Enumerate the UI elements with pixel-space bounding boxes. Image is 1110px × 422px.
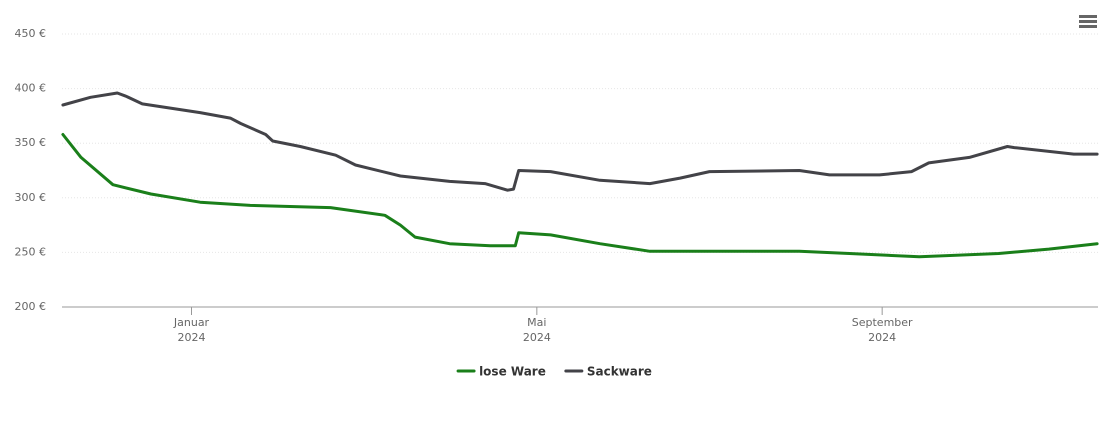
menu-bar xyxy=(1079,25,1097,28)
menu-bar xyxy=(1079,20,1097,23)
menu-button[interactable] xyxy=(1079,15,1097,28)
legend-label: lose Ware xyxy=(479,365,546,379)
legend: lose Ware Sackware xyxy=(456,365,652,379)
legend-item[interactable]: Sackware xyxy=(564,365,652,379)
legend-item[interactable]: lose Ware xyxy=(456,365,546,379)
series-line xyxy=(61,91,1099,192)
y-tick-label: 200 € xyxy=(15,300,47,313)
menu-bar xyxy=(1079,15,1097,18)
x-tick-label: 2024 xyxy=(178,331,206,344)
y-tick-label: 450 € xyxy=(15,27,47,40)
legend-label: Sackware xyxy=(587,365,652,379)
y-tick-label: 300 € xyxy=(15,191,47,204)
x-tick-label: September xyxy=(852,316,913,329)
x-tick-label: 2024 xyxy=(523,331,551,344)
y-tick-label: 350 € xyxy=(15,136,47,149)
x-tick-label: Januar xyxy=(173,316,210,329)
series-line xyxy=(61,133,1099,259)
y-tick-label: 400 € xyxy=(15,82,47,95)
y-tick-label: 250 € xyxy=(15,245,47,258)
x-tick-label: Mai xyxy=(527,316,546,329)
x-tick-label: 2024 xyxy=(868,331,896,344)
